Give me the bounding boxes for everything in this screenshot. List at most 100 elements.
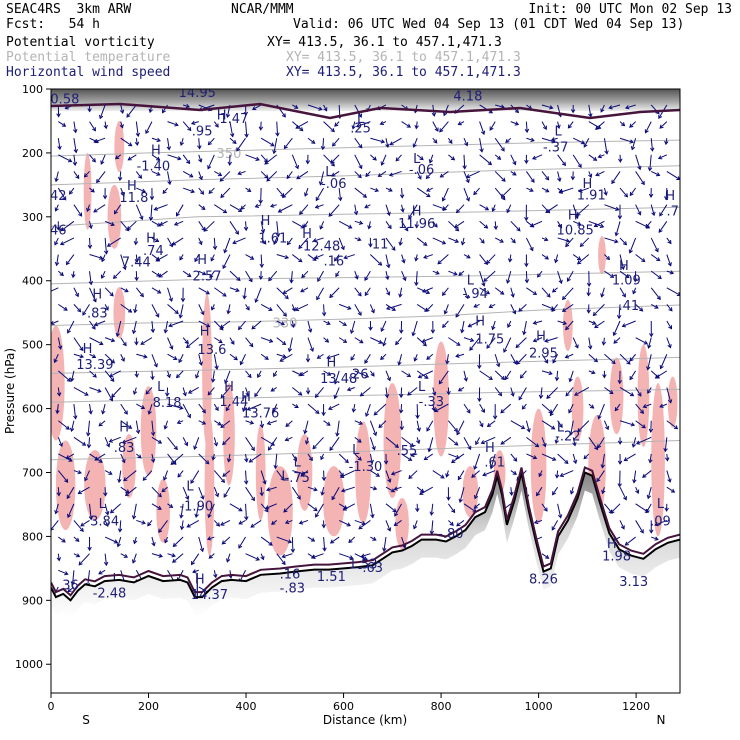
- wind-vector-head: [509, 491, 514, 496]
- wind-vector: [557, 271, 562, 284]
- wind-vector: [66, 254, 75, 265]
- wind-vector-head: [106, 242, 112, 247]
- wind-vector-head: [238, 208, 243, 212]
- wind-contour-label: .61: [484, 456, 505, 471]
- wind-vector: [650, 138, 653, 151]
- wind-vector-head: [176, 419, 182, 425]
- wind-vector-head: [357, 311, 362, 316]
- wind-contour-label: 12.48: [303, 240, 340, 255]
- wind-contour-label: L: [99, 497, 107, 512]
- wind-vector: [577, 254, 590, 265]
- south-end-label: S: [82, 713, 90, 727]
- wind-vector: [541, 503, 548, 512]
- wind-vector-head: [651, 211, 656, 217]
- wind-vector: [666, 453, 669, 461]
- wind-vector: [572, 154, 582, 168]
- wind-vector: [526, 137, 535, 142]
- wind-vector-head: [386, 264, 391, 269]
- wind-vector-head: [299, 210, 304, 215]
- wind-vector: [565, 353, 574, 358]
- wind-vector: [416, 187, 431, 198]
- wind-vector-head: [311, 554, 316, 559]
- wind-vector: [101, 254, 106, 262]
- wind-vector-head: [542, 443, 547, 448]
- wind-vector-head: [284, 519, 290, 525]
- wind-vector: [194, 254, 200, 262]
- pv-shade: [667, 376, 678, 428]
- wind-vector: [238, 170, 246, 175]
- wind-contour-label: 1.51: [317, 570, 346, 585]
- wind-vector-head: [407, 391, 412, 396]
- wind-vector: [526, 287, 537, 295]
- wind-vector: [118, 470, 122, 483]
- wind-vector: [440, 171, 449, 178]
- wind-vector-head: [91, 158, 96, 163]
- wind-vector-head: [294, 307, 300, 312]
- wind-vector: [463, 154, 466, 169]
- wind-vector: [458, 387, 465, 392]
- wind-vector: [304, 420, 309, 434]
- wind-vector: [73, 387, 89, 396]
- wind-vector: [451, 453, 465, 463]
- wind-vector-head: [53, 358, 58, 364]
- wind-vector-head: [166, 373, 171, 379]
- wind-vector: [89, 287, 97, 302]
- wind-vector-head: [140, 340, 145, 345]
- wind-vector-head: [220, 423, 225, 428]
- wind-vector-head: [145, 390, 150, 395]
- wind-vector: [666, 337, 672, 348]
- wind-vector-head: [295, 124, 300, 129]
- wind-vector-head: [131, 559, 137, 564]
- wind-vector: [518, 304, 527, 312]
- wind-vector: [560, 470, 574, 477]
- wind-vector: [385, 520, 391, 532]
- wind-vector: [120, 137, 132, 147]
- wind-vector-head: [614, 407, 619, 412]
- wind-vector-head: [473, 303, 478, 308]
- wind-vector-head: [127, 156, 132, 161]
- wind-contour-label: H: [195, 573, 205, 588]
- wind-vector: [442, 187, 449, 201]
- wind-vector-head: [232, 240, 237, 245]
- wind-vector-head: [303, 223, 308, 229]
- wind-vector: [635, 403, 644, 414]
- wind-vector: [151, 320, 154, 333]
- wind-vector: [401, 204, 404, 212]
- wind-vector-head: [363, 556, 368, 561]
- wind-vector-head: [124, 492, 130, 497]
- pv-shade: [598, 236, 606, 275]
- wind-vector: [666, 486, 675, 493]
- wind-vector: [666, 304, 673, 312]
- wind-vector: [510, 237, 516, 243]
- wind-vector: [58, 420, 70, 430]
- wind-vector-head: [119, 109, 125, 114]
- wind-vector-head: [372, 431, 378, 437]
- wind-vector: [89, 154, 96, 163]
- wind-vector: [329, 437, 340, 451]
- wind-vector: [456, 420, 465, 435]
- wind-vector: [238, 536, 246, 549]
- wind-vector: [354, 270, 358, 279]
- wind-vector-head: [537, 273, 541, 278]
- wind-vector: [546, 387, 558, 399]
- wind-vector-head: [65, 455, 70, 459]
- wind-vector-head: [335, 272, 340, 278]
- wind-vector: [510, 304, 516, 314]
- wind-vector: [635, 304, 643, 312]
- wind-vector-head: [321, 476, 327, 482]
- wind-vector-head: [321, 412, 326, 417]
- wind-vector: [73, 536, 80, 542]
- wind-vector-head: [370, 372, 375, 377]
- wind-vector-head: [245, 306, 250, 311]
- wind-vector-head: [84, 391, 89, 396]
- wind-vector: [370, 137, 385, 143]
- wind-contour-label: 11: [372, 238, 389, 253]
- wind-vector: [500, 436, 512, 445]
- wind-vector-head: [372, 536, 377, 541]
- wind-vector-head: [591, 370, 596, 375]
- wind-vector: [525, 271, 528, 283]
- wind-vector-head: [348, 538, 353, 544]
- wind-vector-head: [68, 457, 73, 462]
- wind-vector: [416, 337, 427, 347]
- wind-vector: [238, 519, 246, 525]
